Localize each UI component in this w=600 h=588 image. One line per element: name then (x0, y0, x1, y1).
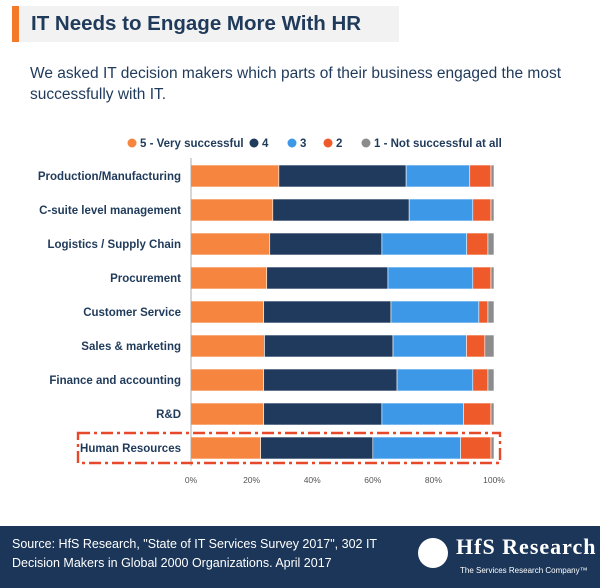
category-label-human-resources: Human Resources (80, 443, 181, 455)
legend-marker-4 (249, 138, 259, 148)
title-bar: IT Needs to Engage More With HR (12, 6, 399, 42)
bar-sales-marketing-5-very-successful (190, 334, 265, 358)
bar-human-resources-1-not-successful-at-all (490, 436, 495, 460)
logo-name: HfS Research (456, 534, 597, 559)
bar-finance-and-accounting-3 (396, 368, 474, 392)
category-label-finance-and-accounting: Finance and accounting (49, 375, 181, 387)
legend-label-4: 4 (262, 138, 269, 150)
bar-production-manufacturing-1-not-successful-at-all (490, 164, 495, 188)
bar-c-suite-level-management-2 (472, 198, 492, 222)
category-label-sales-marketing: Sales & marketing (81, 341, 181, 353)
hfs-logo: HfS Research The Services Research Compa… (412, 532, 597, 582)
bar-customer-service-3 (390, 300, 480, 324)
x-tick-label-5: 100% (483, 475, 505, 485)
logo-tagline: The Services Research Company™ (460, 566, 588, 575)
stacked-bar-chart: 5 - Very successful 4 3 2 1 - Not successful… (38, 138, 505, 485)
bar-r-d-1-not-successful-at-all (490, 402, 495, 426)
bar-logistics-supply-chain-2 (466, 232, 489, 256)
legend-marker-3 (287, 138, 297, 148)
bar-logistics-supply-chain-4 (269, 232, 383, 256)
bar-human-resources-4 (260, 436, 374, 460)
x-tick-label-1: 20% (243, 475, 260, 485)
bar-sales-marketing-4 (264, 334, 394, 358)
category-label-logistics-supply-chain: Logistics / Supply Chain (47, 239, 181, 251)
bar-customer-service-1-not-successful-at-all (487, 300, 495, 324)
source-note: Source: HfS Research, "State of IT Servi… (12, 537, 377, 570)
bar-r-d-3 (381, 402, 465, 426)
x-tick-label-2: 40% (304, 475, 321, 485)
bar-r-d-5-very-successful (190, 402, 265, 426)
subtitle: We asked IT decision makers which parts … (30, 65, 562, 103)
bar-sales-marketing-2 (466, 334, 486, 358)
bar-customer-service-2 (478, 300, 489, 324)
bar-procurement-5-very-successful (190, 266, 268, 290)
bar-logistics-supply-chain-1-not-successful-at-all (487, 232, 495, 256)
bar-c-suite-level-management-4 (272, 198, 410, 222)
category-label-procurement: Procurement (110, 273, 181, 285)
bar-human-resources-5-very-successful (190, 436, 261, 460)
bar-procurement-3 (387, 266, 474, 290)
bar-logistics-supply-chain-3 (381, 232, 468, 256)
legend-label-2: 2 (336, 138, 342, 150)
x-tick-label-0: 0% (185, 475, 198, 485)
bar-c-suite-level-management-3 (408, 198, 474, 222)
bar-r-d-4 (263, 402, 383, 426)
category-label-production-manufacturing: Production/Manufacturing (38, 171, 181, 183)
bar-finance-and-accounting-5-very-successful (190, 368, 265, 392)
x-tick-label-4: 80% (425, 475, 442, 485)
legend-marker-5-very-successful (127, 138, 137, 148)
legend-marker-2 (323, 138, 333, 148)
bar-procurement-4 (266, 266, 389, 290)
bar-sales-marketing-1-not-successful-at-all (484, 334, 495, 358)
bar-production-manufacturing-2 (469, 164, 492, 188)
bar-sales-marketing-3 (392, 334, 467, 358)
legend-label-3: 3 (300, 138, 306, 150)
highlight-box (76, 431, 502, 465)
bar-finance-and-accounting-4 (263, 368, 398, 392)
bar-procurement-2 (472, 266, 492, 290)
bar-human-resources-2 (460, 436, 492, 460)
bar-c-suite-level-management-1-not-successful-at-all (490, 198, 495, 222)
bar-finance-and-accounting-1-not-successful-at-all (487, 368, 495, 392)
legend-label-1-not-successful-at-all: 1 - Not successful at all (374, 138, 502, 150)
category-label-c-suite-level-management: C-suite level management (39, 205, 181, 217)
bar-human-resources-3 (372, 436, 461, 460)
bar-procurement-1-not-successful-at-all (490, 266, 495, 290)
legend-marker-1-not-successful-at-all (361, 138, 371, 148)
category-label-customer-service: Customer Service (83, 307, 181, 319)
bar-production-manufacturing-3 (405, 164, 471, 188)
bar-production-manufacturing-4 (278, 164, 407, 188)
footer: Source: HfS Research, "State of IT Servi… (0, 526, 600, 588)
logo-emblem-icon (418, 538, 448, 568)
legend-label-5-very-successful: 5 - Very successful (140, 138, 244, 150)
bar-customer-service-4 (263, 300, 392, 324)
category-label-r-d: R&D (156, 409, 181, 421)
bar-production-manufacturing-5-very-successful (190, 164, 280, 188)
page-title: IT Needs to Engage More With HR (31, 12, 362, 35)
bar-c-suite-level-management-5-very-successful (190, 198, 274, 222)
bar-customer-service-5-very-successful (190, 300, 265, 324)
bar-logistics-supply-chain-5-very-successful (190, 232, 271, 256)
bar-r-d-2 (463, 402, 492, 426)
x-tick-label-3: 60% (364, 475, 381, 485)
bar-finance-and-accounting-2 (472, 368, 489, 392)
